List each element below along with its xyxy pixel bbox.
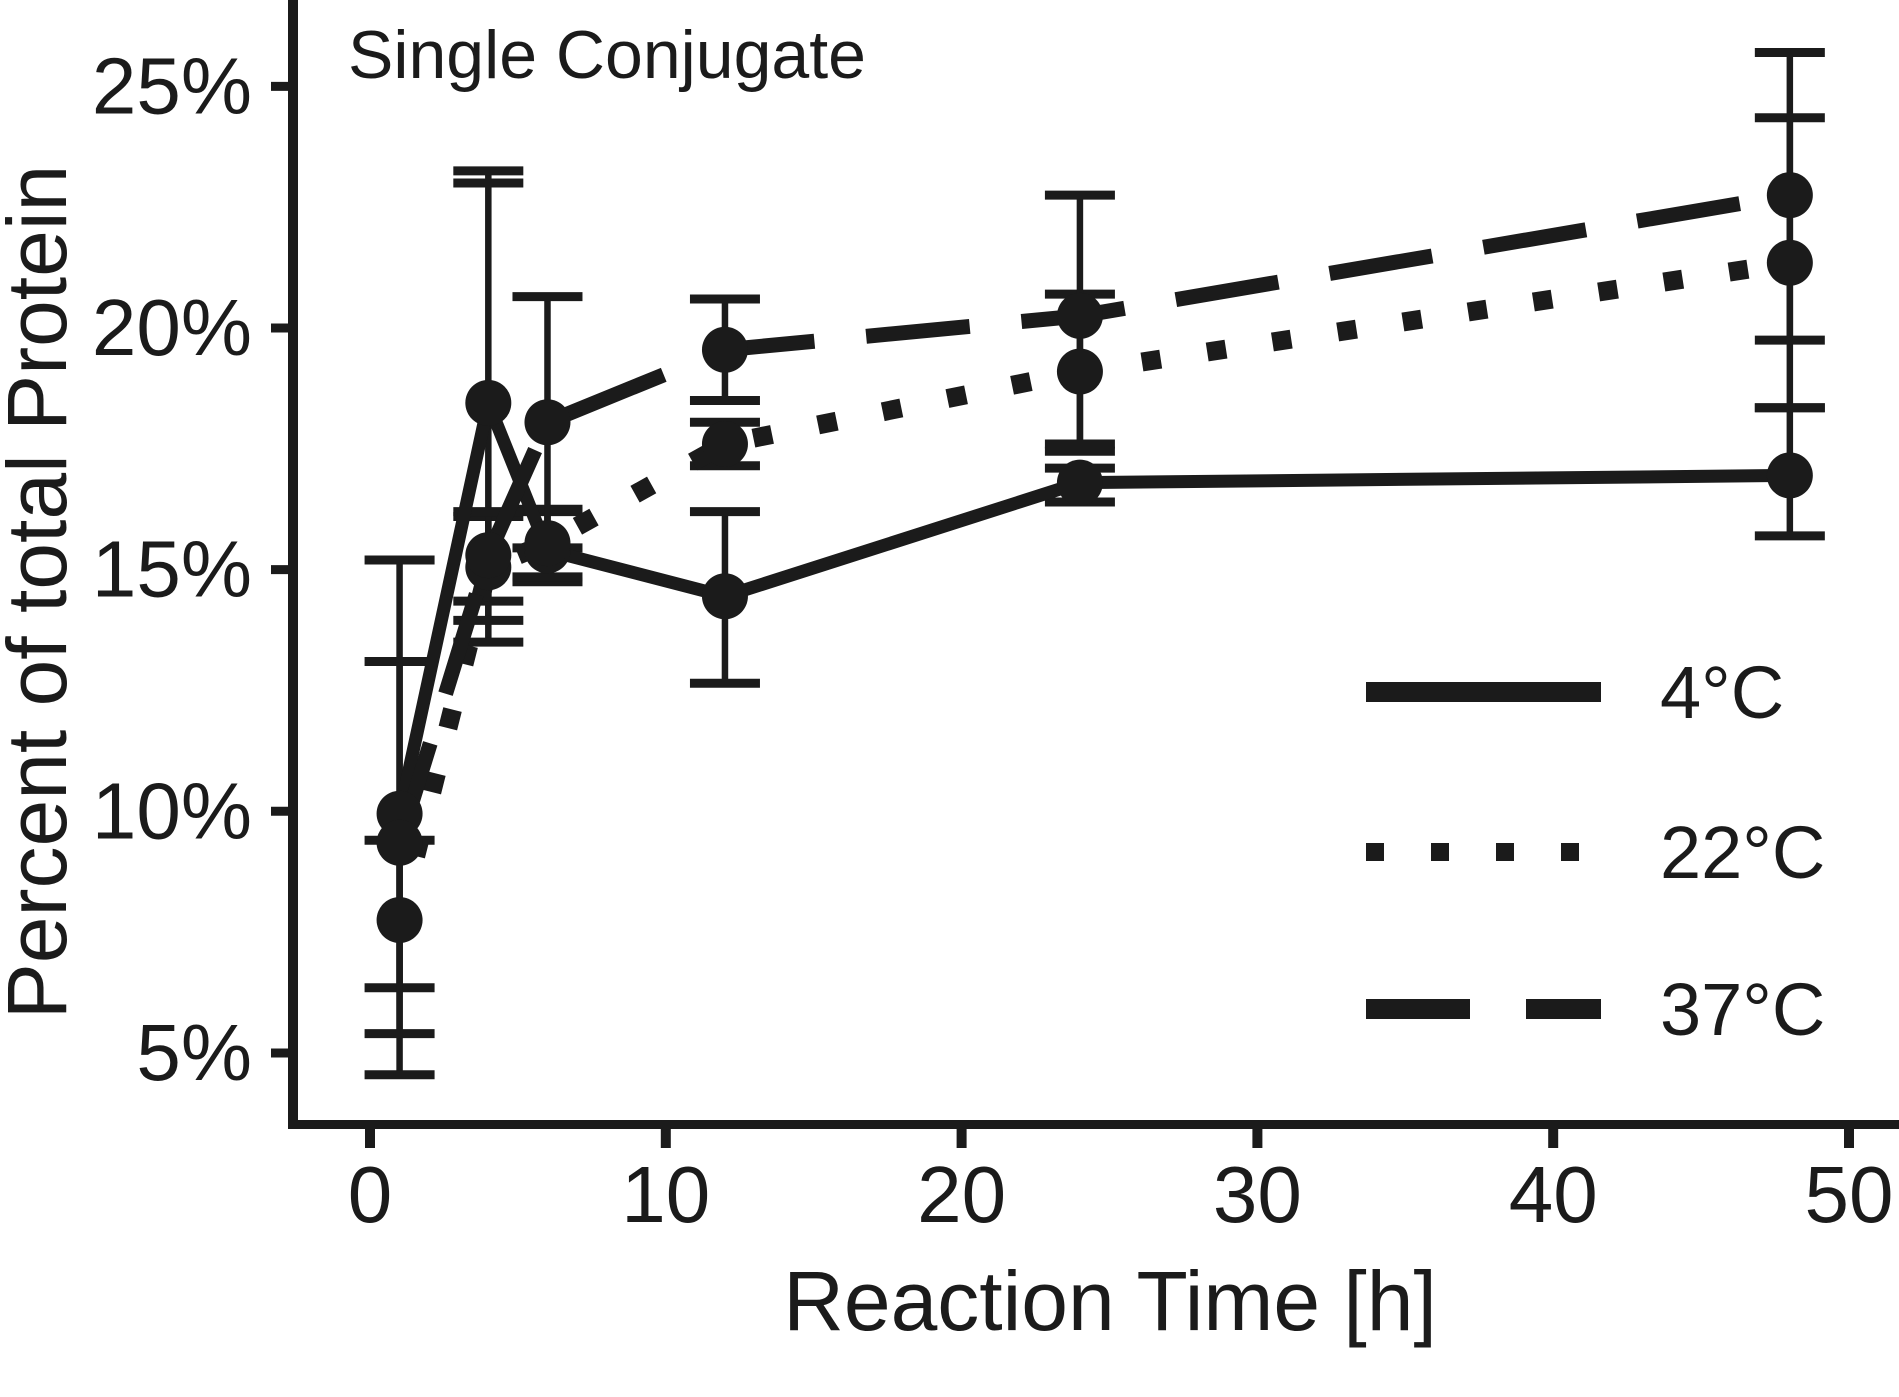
- legend-label: 22°C: [1660, 811, 1825, 894]
- chart-title: Single Conjugate: [348, 17, 866, 93]
- data-point-marker: [465, 379, 512, 426]
- data-point-marker: [701, 326, 748, 373]
- data-point-marker: [524, 520, 571, 567]
- series-line-4C: [393, 380, 1790, 816]
- x-tick-label: 0: [348, 1150, 393, 1239]
- data-point-marker: [376, 897, 423, 944]
- x-tick-label: 20: [917, 1150, 1006, 1239]
- data-point-marker: [524, 399, 571, 446]
- series-line-37C: [392, 187, 1792, 845]
- data-point-marker: [376, 819, 423, 866]
- legend-label: 4°C: [1660, 651, 1784, 734]
- data-point-marker: [1056, 348, 1103, 395]
- x-tick-label: 50: [1805, 1150, 1894, 1239]
- y-tick-label: 10%: [92, 766, 252, 855]
- y-tick-label: 25%: [92, 41, 252, 130]
- data-point-marker: [701, 573, 748, 620]
- data-point-marker: [1056, 292, 1103, 339]
- x-tick-label: 40: [1509, 1150, 1598, 1239]
- data-point-marker: [1766, 172, 1813, 219]
- legend-label: 37°C: [1660, 968, 1825, 1051]
- data-point-marker: [465, 532, 512, 579]
- x-tick-label: 10: [621, 1150, 710, 1239]
- y-tick-label: 15%: [92, 525, 252, 614]
- data-point-marker: [1766, 239, 1813, 286]
- y-axis-title: Percent of total Protein: [0, 165, 84, 1019]
- x-axis-title: Reaction Time [h]: [783, 1254, 1437, 1348]
- y-tick-label: 20%: [92, 283, 252, 372]
- data-point-marker: [701, 420, 748, 467]
- y-tick-label: 5%: [136, 1008, 252, 1097]
- series-line-22C: [390, 253, 1792, 923]
- x-tick-label: 30: [1213, 1150, 1302, 1239]
- data-point-marker: [1056, 459, 1103, 506]
- data-point-marker: [1766, 452, 1813, 499]
